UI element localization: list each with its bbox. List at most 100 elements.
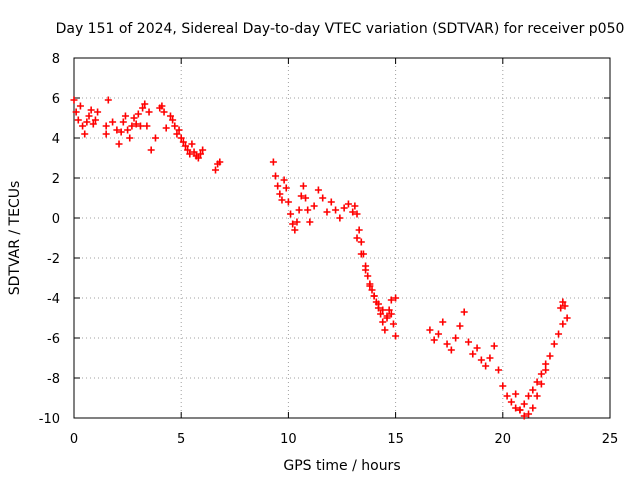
- data-point: [542, 360, 550, 368]
- data-point: [550, 340, 558, 348]
- data-point: [216, 158, 224, 166]
- data-point: [91, 116, 99, 124]
- data-point: [297, 192, 305, 200]
- data-point: [503, 392, 511, 400]
- data-point: [126, 134, 134, 142]
- data-point: [452, 334, 460, 342]
- data-point: [377, 310, 385, 318]
- data-point: [117, 128, 125, 136]
- data-point: [332, 206, 340, 214]
- data-point: [559, 320, 567, 328]
- data-point: [349, 208, 357, 216]
- data-point: [520, 400, 528, 408]
- data-point: [387, 296, 395, 304]
- data-point: [542, 366, 550, 374]
- data-point: [169, 116, 177, 124]
- data-point: [94, 108, 102, 116]
- data-point: [370, 292, 378, 300]
- x-tick-label: 25: [602, 432, 619, 447]
- data-point: [559, 298, 567, 306]
- data-point: [434, 330, 442, 338]
- data-point: [104, 96, 112, 104]
- y-tick-label: -2: [47, 252, 60, 267]
- chart-title: Day 151 of 2024, Sidereal Day-to-day VTE…: [56, 21, 625, 37]
- data-point: [525, 410, 533, 418]
- data-point: [327, 198, 335, 206]
- x-tick-label: 20: [495, 432, 512, 447]
- data-point: [366, 280, 374, 288]
- data-point: [158, 102, 166, 110]
- y-tick-label: -4: [47, 292, 60, 307]
- x-axis-label: GPS time / hours: [283, 458, 400, 474]
- data-point: [533, 378, 541, 386]
- data-point: [175, 126, 183, 134]
- data-point: [529, 386, 537, 394]
- data-point: [87, 106, 95, 114]
- data-point: [287, 210, 295, 218]
- data-point: [323, 208, 331, 216]
- data-point: [293, 218, 301, 226]
- data-point: [115, 140, 123, 148]
- data-point: [353, 210, 361, 218]
- data-point: [357, 238, 365, 246]
- data-point: [486, 354, 494, 362]
- data-point: [134, 110, 142, 118]
- data-point: [181, 142, 189, 150]
- data-point: [344, 200, 352, 208]
- data-point: [124, 126, 132, 134]
- data-point: [276, 190, 284, 198]
- data-point: [194, 154, 202, 162]
- data-point: [368, 286, 376, 294]
- data-point: [529, 404, 537, 412]
- data-point: [336, 214, 344, 222]
- data-point: [128, 122, 136, 130]
- data-point: [555, 330, 563, 338]
- data-point: [179, 138, 187, 146]
- data-point: [310, 202, 318, 210]
- data-point: [166, 112, 174, 120]
- data-point: [353, 234, 361, 242]
- data-point: [306, 218, 314, 226]
- data-point: [109, 118, 117, 126]
- data-point: [145, 108, 153, 116]
- y-tick-label: -10: [39, 412, 60, 427]
- data-point: [74, 116, 82, 124]
- y-tick-label: 8: [52, 52, 60, 67]
- data-point: [499, 382, 507, 390]
- data-point: [141, 100, 149, 108]
- data-point: [291, 226, 299, 234]
- x-tick-label: 10: [280, 432, 297, 447]
- y-tick-label: 4: [52, 132, 60, 147]
- data-point: [184, 146, 192, 154]
- data-point: [477, 356, 485, 364]
- data-point: [280, 176, 288, 184]
- data-point: [289, 220, 297, 228]
- grid-lines: [74, 58, 610, 418]
- data-point: [85, 112, 93, 120]
- data-point: [482, 362, 490, 370]
- data-point: [533, 392, 541, 400]
- data-point: [295, 206, 303, 214]
- data-point: [299, 182, 307, 190]
- data-point: [274, 182, 282, 190]
- y-tick-label: -8: [47, 372, 60, 387]
- data-point: [304, 206, 312, 214]
- data-point: [186, 150, 194, 158]
- data-point: [379, 306, 387, 314]
- data-point: [102, 122, 110, 130]
- data-point: [113, 126, 121, 134]
- data-point: [525, 392, 533, 400]
- data-point: [389, 320, 397, 328]
- data-point: [70, 96, 78, 104]
- data-point: [557, 304, 565, 312]
- data-point: [284, 198, 292, 206]
- data-point: [392, 332, 400, 340]
- data-point: [426, 326, 434, 334]
- data-point: [340, 204, 348, 212]
- x-tick-label: 15: [387, 432, 404, 447]
- data-point: [139, 104, 147, 112]
- data-point: [464, 338, 472, 346]
- y-tick-label: 0: [52, 212, 60, 227]
- data-point: [512, 390, 520, 398]
